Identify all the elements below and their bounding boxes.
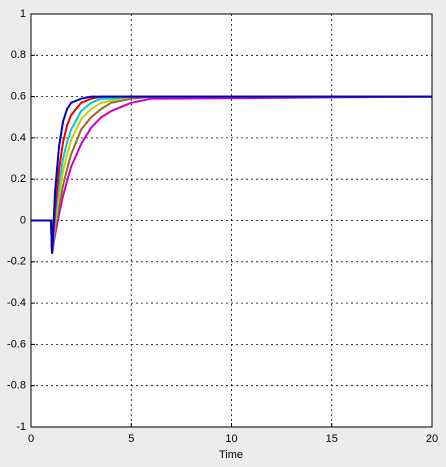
- series-line: [31, 95, 432, 254]
- x-tick-label: 0: [28, 433, 34, 445]
- y-tick-label: 0.8: [11, 49, 26, 61]
- x-axis-label: Time: [219, 449, 243, 461]
- y-tick-label: 0.4: [11, 132, 26, 144]
- y-tick-label: 1: [20, 8, 26, 20]
- y-tick-label: -0.6: [7, 338, 26, 350]
- y-tick-label: -1: [16, 421, 26, 433]
- x-tick-label: 20: [426, 433, 438, 445]
- y-tick-label: 0.6: [11, 91, 26, 103]
- x-tick-label: 15: [326, 433, 338, 445]
- y-tick-label: -0.4: [7, 297, 26, 309]
- y-tick-label: -0.8: [7, 380, 26, 392]
- x-tick-label: 10: [225, 433, 237, 445]
- x-tick-label: 5: [128, 433, 134, 445]
- y-tick-label: -0.2: [7, 256, 26, 268]
- y-tick-label: 0: [20, 214, 26, 226]
- y-tick-label: 0.2: [11, 173, 26, 185]
- plot-area: [30, 13, 433, 428]
